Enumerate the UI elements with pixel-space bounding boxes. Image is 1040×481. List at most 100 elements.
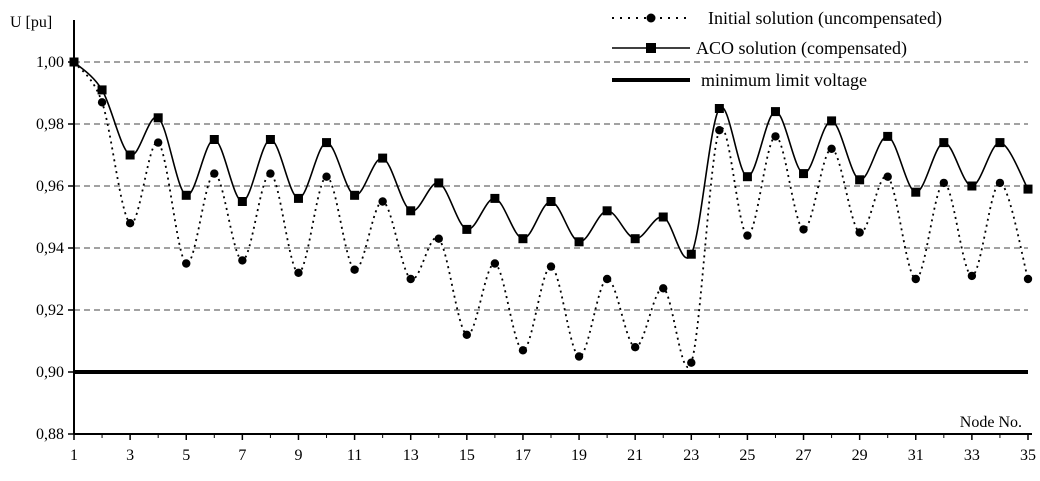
point-initial: [602, 274, 612, 284]
legend-marker-initial: [646, 13, 656, 23]
x-tick-label: 11: [347, 447, 362, 464]
point-aco: [97, 85, 107, 95]
point-aco: [911, 187, 921, 197]
point-aco: [799, 169, 809, 179]
point-aco: [883, 131, 893, 141]
x-axis-title: Node No.: [960, 414, 1022, 431]
x-tick-label: 23: [683, 447, 699, 464]
point-initial: [1023, 274, 1033, 284]
x-tick-label: 5: [182, 447, 190, 464]
point-aco: [686, 249, 696, 259]
axis-ticks: 0,880,900,920,940,960,981,001 3 5 7 9 11 13 15 1…: [36, 54, 1036, 464]
point-aco: [293, 193, 303, 203]
point-aco: [265, 135, 275, 144]
y-tick-label: 0,94: [36, 240, 64, 257]
point-initial: [294, 268, 303, 277]
point-initial: [153, 138, 163, 147]
point-initial: [490, 259, 500, 268]
point-aco: [546, 197, 556, 206]
point-aco: [322, 138, 332, 148]
x-tick-label: 31: [908, 447, 924, 464]
x-tick-label: 29: [852, 447, 868, 464]
x-tick-label: 7: [238, 447, 246, 464]
point-initial: [546, 262, 556, 271]
point-initial: [967, 271, 977, 281]
point-aco: [1023, 184, 1033, 194]
point-initial: [462, 330, 472, 339]
gridlines: [74, 61, 1028, 311]
point-aco: [125, 150, 135, 160]
point-aco: [742, 172, 752, 182]
legend-entry-initial: Initial solution (uncompensated): [612, 8, 942, 29]
point-initial: [434, 234, 443, 243]
point-initial: [406, 274, 415, 284]
series-line-initial: [73, 61, 1029, 368]
point-aco: [658, 212, 668, 222]
x-tick-label: 9: [294, 447, 302, 464]
x-tick-label: 17: [515, 447, 531, 464]
x-tick-label: 1: [70, 447, 78, 464]
point-aco: [939, 138, 949, 148]
point-aco: [827, 116, 837, 126]
point-initial: [350, 265, 359, 274]
point-aco: [350, 190, 360, 200]
point-initial: [238, 256, 247, 265]
point-aco: [770, 107, 780, 117]
point-initial: [182, 259, 191, 268]
data-series: [69, 57, 1033, 374]
point-aco: [69, 57, 79, 67]
y-tick-label: 0,90: [36, 364, 64, 381]
legend: Initial solution (uncompensated) ACO sol…: [612, 8, 942, 90]
point-aco: [602, 206, 612, 216]
point-aco: [406, 206, 416, 216]
point-initial: [687, 358, 696, 367]
x-tick-label: 35: [1020, 447, 1036, 464]
x-tick-label: 13: [403, 447, 419, 464]
point-aco: [378, 153, 388, 163]
point-initial: [97, 98, 107, 107]
y-tick-label: 0,98: [36, 116, 64, 133]
legend-label-limit: minimum limit voltage: [701, 70, 867, 90]
point-aco: [714, 104, 724, 113]
point-aco: [181, 190, 191, 200]
x-tick-label: 25: [739, 447, 755, 464]
point-initial: [210, 169, 219, 178]
legend-label-initial: Initial solution (uncompensated): [708, 8, 942, 29]
point-aco: [153, 113, 163, 123]
point-initial: [827, 144, 836, 153]
point-initial: [883, 172, 892, 181]
point-aco: [995, 138, 1005, 148]
point-initial: [995, 178, 1005, 188]
point-initial: [715, 126, 724, 135]
legend-entry-aco: ACO solution (compensated): [612, 38, 907, 59]
x-tick-label: 3: [126, 447, 134, 464]
y-tick-label: 0,88: [36, 426, 64, 443]
point-aco: [434, 178, 444, 188]
x-tick-label: 19: [571, 447, 587, 464]
point-aco: [855, 175, 865, 185]
y-tick-label: 0,92: [36, 302, 64, 319]
y-axis-title: U [pu]: [10, 14, 52, 31]
y-tick-label: 0,96: [36, 178, 64, 195]
point-initial: [630, 343, 640, 352]
point-initial: [322, 172, 331, 181]
point-initial: [266, 169, 275, 178]
point-initial: [939, 178, 949, 188]
point-aco: [518, 234, 528, 244]
point-initial: [743, 231, 752, 240]
point-aco: [209, 135, 219, 144]
series-line-aco: [73, 61, 1029, 259]
x-tick-label: 15: [459, 447, 475, 464]
point-initial: [911, 274, 920, 284]
legend-entry-limit: minimum limit voltage: [612, 70, 867, 90]
point-aco: [490, 193, 500, 203]
point-initial: [659, 284, 668, 293]
point-aco: [237, 197, 247, 206]
legend-label-aco: ACO solution (compensated): [696, 38, 907, 59]
x-tick-label: 33: [964, 447, 980, 464]
legend-marker-aco: [646, 43, 656, 53]
y-tick-label: 1,00: [36, 54, 64, 71]
x-tick-label: 27: [796, 447, 812, 464]
x-tick-label: 21: [627, 447, 643, 464]
point-initial: [799, 225, 808, 234]
